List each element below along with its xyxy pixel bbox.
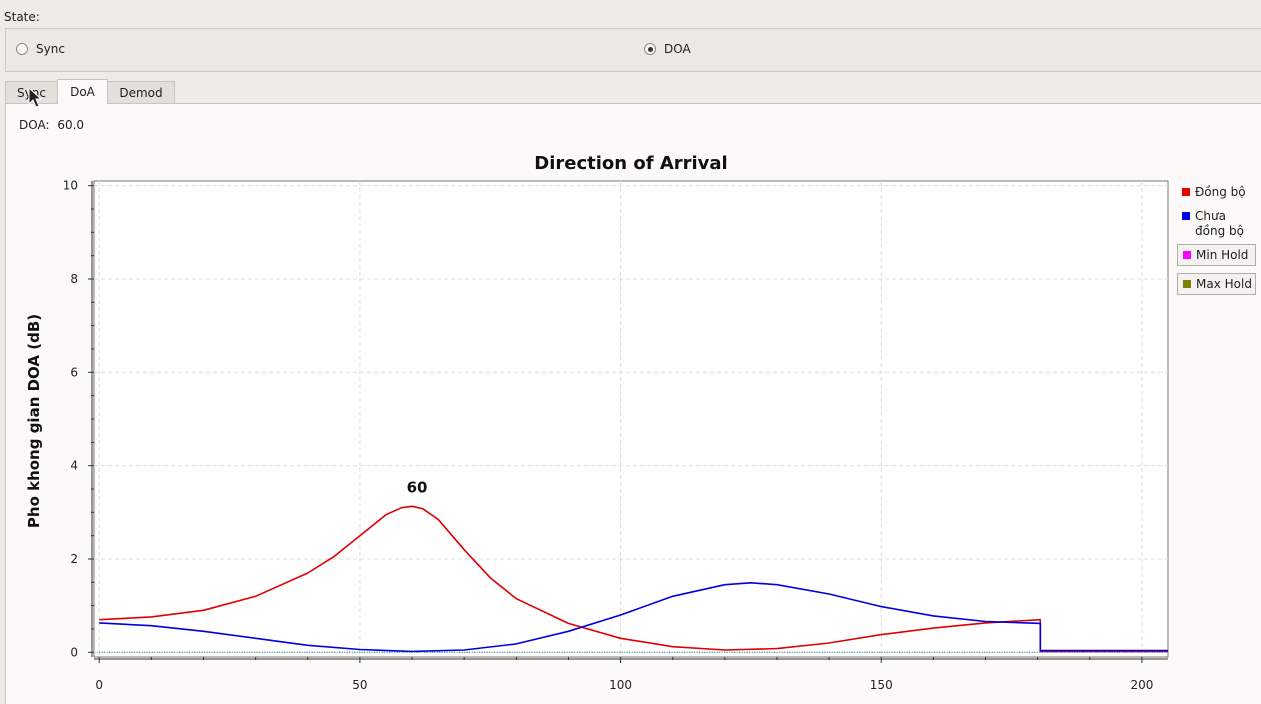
legend-label-chua-dong-bo: Chưa đồng bộ <box>1195 209 1244 238</box>
series-line-0 <box>99 505 1168 653</box>
x-tick-label: 100 <box>609 678 632 690</box>
legend-item-chua-dong-bo[interactable]: Chưa đồng bộ <box>1177 209 1256 239</box>
tab-demod[interactable]: Demod <box>107 81 175 103</box>
x-tick-label: 150 <box>870 678 893 690</box>
state-label: State: <box>4 10 40 24</box>
legend-swatch-max-hold <box>1183 280 1191 288</box>
chart-series <box>99 505 1168 653</box>
x-tick-label: 0 <box>95 678 103 690</box>
radio-doa-indicator[interactable] <box>644 43 656 55</box>
y-tick-label: 4 <box>70 459 78 473</box>
legend-swatch-dong-bo <box>1182 188 1190 196</box>
peak-annotation: 60 <box>407 478 428 496</box>
state-group: Sync DOA <box>5 28 1261 72</box>
radio-sync-label: Sync <box>36 42 65 56</box>
legend-toggle-min-hold[interactable]: Min Hold <box>1177 244 1256 266</box>
state-radio-sync[interactable]: Sync <box>16 42 65 56</box>
chart-grid <box>94 181 1168 657</box>
y-tick-label: 0 <box>70 645 78 659</box>
radio-doa-label: DOA <box>664 42 691 56</box>
chart-ylabel: Pho khong gian DOA (dB) <box>25 314 43 528</box>
state-radio-doa[interactable]: DOA <box>644 42 691 56</box>
plot-canvas <box>93 180 1169 658</box>
doa-readout-label: DOA: <box>19 118 50 132</box>
doa-readout: DOA: 60.0 <box>19 118 88 132</box>
legend-swatch-min-hold <box>1183 251 1191 259</box>
y-tick-label: 10 <box>63 179 78 193</box>
x-tick-label: 200 <box>1130 678 1153 690</box>
series-line-1 <box>99 581 1168 653</box>
chart-axes: 0 50 100 150 200 0 2 4 6 8 10 <box>63 179 1168 690</box>
legend-toggle-max-hold[interactable]: Max Hold <box>1177 273 1256 295</box>
y-tick-label: 6 <box>70 365 78 379</box>
chart-title: Direction of Arrival <box>534 153 727 174</box>
tab-doa[interactable]: DoA <box>57 79 108 104</box>
legend-label-min-hold: Min Hold <box>1196 248 1249 262</box>
mouse-cursor-icon <box>28 87 42 108</box>
y-tick-label: 2 <box>70 552 78 566</box>
legend-item-dong-bo[interactable]: Đồng bộ <box>1177 185 1256 199</box>
radio-sync-indicator[interactable] <box>16 43 28 55</box>
x-tick-label: 50 <box>352 678 367 690</box>
legend-label-dong-bo: Đồng bộ <box>1195 185 1246 199</box>
chart-annotations: 60 <box>407 478 428 496</box>
legend-label-max-hold: Max Hold <box>1196 277 1252 291</box>
legend-swatch-chua-dong-bo <box>1182 212 1190 220</box>
y-tick-label: 8 <box>70 272 78 286</box>
doa-readout-value: 60.0 <box>57 118 85 132</box>
